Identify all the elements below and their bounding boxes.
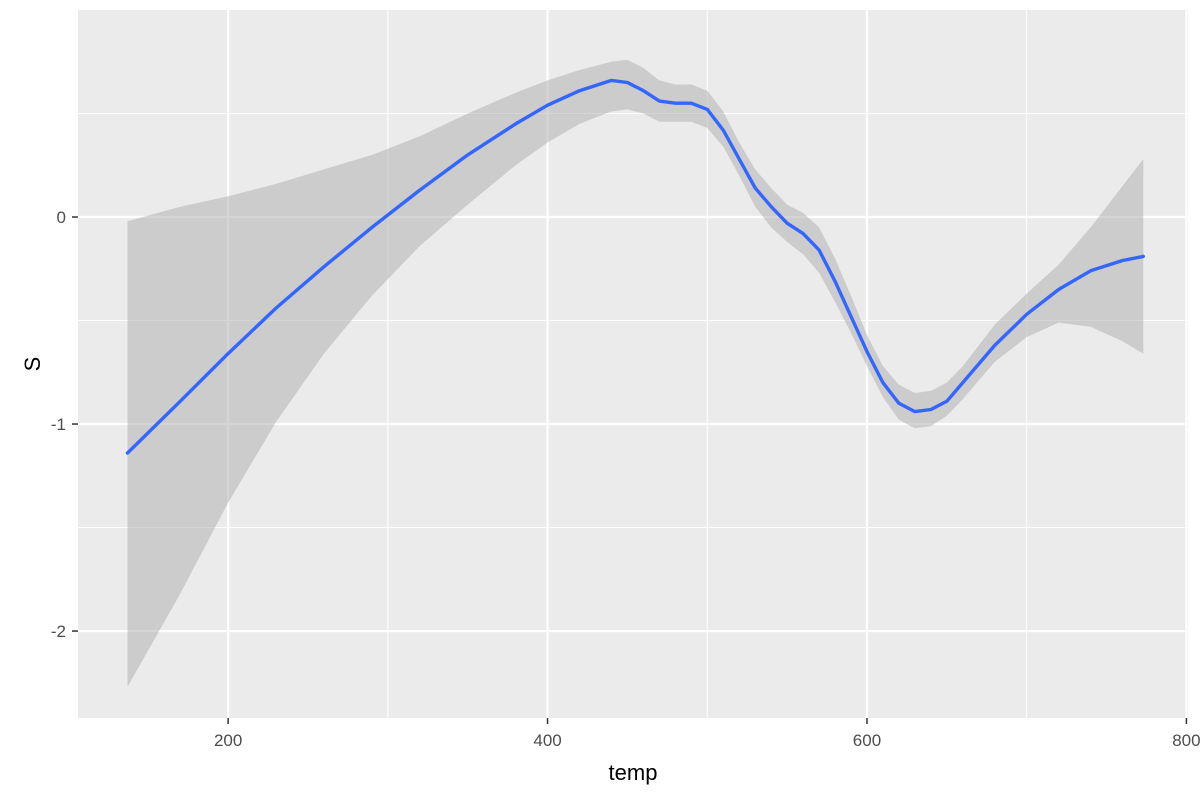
x-axis: 200 400 600 800: [214, 718, 1200, 750]
confidence-band: [127, 59, 1144, 687]
smooth-line: [125, 78, 1145, 455]
x-axis-title: temp: [609, 760, 658, 785]
y-tick-label: 0: [57, 208, 66, 227]
y-tick-label: -2: [51, 622, 66, 641]
x-tick-label: 400: [533, 731, 561, 750]
x-tick-label: 800: [1172, 731, 1200, 750]
grid-minor: [78, 10, 1188, 718]
y-axis-title: S: [20, 357, 45, 372]
x-tick-label: 200: [214, 731, 242, 750]
x-tick-label: 600: [853, 731, 881, 750]
y-tick-label: -1: [51, 415, 66, 434]
y-axis: 0 -1 -2: [51, 208, 78, 641]
